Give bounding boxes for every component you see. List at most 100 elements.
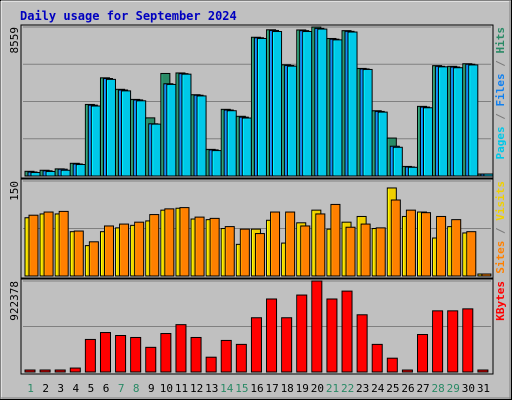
x-tick-label-21: 21 xyxy=(326,382,339,395)
x-tick-label-15: 15 xyxy=(235,382,248,395)
x-tick-label-17: 17 xyxy=(265,382,278,395)
bar-kbytes-day-5 xyxy=(84,338,96,373)
bar-kbytes-day-30 xyxy=(462,308,474,373)
axis-title-hits-files-pages: Pages / Files / Hits xyxy=(494,27,507,160)
bar-sites-day-29 xyxy=(451,219,462,277)
bar-pages-day-30 xyxy=(468,64,479,177)
x-tick-label-24: 24 xyxy=(371,382,385,395)
bar-sites-day-31 xyxy=(481,273,492,277)
axis-title-part: KBytes xyxy=(494,281,507,321)
bar-kbytes-day-28 xyxy=(432,310,444,373)
bar-sites-day-21 xyxy=(330,203,341,277)
bar-sites-day-20 xyxy=(315,213,326,277)
bar-kbytes-day-17 xyxy=(266,298,278,373)
axis-title-part: / xyxy=(494,221,507,241)
y-max-label: 8559 xyxy=(8,27,21,54)
x-tick-label-13: 13 xyxy=(205,382,218,395)
x-tick-label-18: 18 xyxy=(281,382,294,395)
bar-kbytes-day-11 xyxy=(175,324,187,373)
bar-sites-day-13 xyxy=(209,217,220,277)
bar-kbytes-day-3 xyxy=(54,369,66,373)
bar-sites-day-17 xyxy=(270,211,281,277)
x-tick-label-30: 30 xyxy=(462,382,475,395)
y-max-label: 150 xyxy=(8,181,21,201)
bar-sites-day-8 xyxy=(134,221,145,277)
bar-sites-day-2 xyxy=(43,211,54,277)
bar-sites-day-10 xyxy=(164,208,175,277)
bar-kbytes-day-29 xyxy=(447,310,459,373)
x-tick-label-19: 19 xyxy=(296,382,309,395)
axis-title-part: Sites xyxy=(494,241,507,274)
bar-kbytes-day-13 xyxy=(205,356,217,373)
bar-kbytes-day-6 xyxy=(99,332,111,373)
bar-pages-day-25 xyxy=(392,146,403,177)
bar-sites-day-22 xyxy=(345,226,356,277)
bar-kbytes-day-7 xyxy=(115,334,127,373)
bar-sites-day-19 xyxy=(300,225,311,277)
bar-sites-day-26 xyxy=(405,209,416,277)
bar-kbytes-day-12 xyxy=(190,336,202,373)
bar-sites-day-28 xyxy=(436,215,447,277)
bar-kbytes-day-4 xyxy=(69,367,81,373)
bar-kbytes-day-9 xyxy=(145,346,157,373)
bar-sites-day-24 xyxy=(375,227,386,277)
x-tick-label-6: 6 xyxy=(103,382,110,395)
bar-kbytes-day-21 xyxy=(326,298,338,373)
bar-kbytes-day-18 xyxy=(281,317,293,373)
x-tick-label-7: 7 xyxy=(118,382,125,395)
bar-kbytes-day-25 xyxy=(386,357,398,373)
panel-kbytes: 922378 KBytes xyxy=(8,278,507,375)
panel-hits-files-pages: 8559 Pages / Files / Hits xyxy=(8,24,507,179)
x-tick-label-4: 4 xyxy=(73,382,80,395)
bar-sites-day-18 xyxy=(285,211,296,277)
chart-panels: 8559 Pages / Files / Hits 150 Sites / Visit… xyxy=(8,24,507,375)
axis-title-part: Visits xyxy=(494,181,507,221)
bar-kbytes-day-24 xyxy=(371,343,383,373)
x-tick-label-25: 25 xyxy=(386,382,399,395)
x-tick-label-29: 29 xyxy=(447,382,460,395)
x-tick-label-27: 27 xyxy=(416,382,429,395)
axis-title-part: Hits xyxy=(494,27,507,54)
x-tick-labels: 1 2 3 4 5 6 7 8 9 10 11 12 13 14 15 16 17 18 19 20 21 22 23 24 2… xyxy=(27,382,490,395)
bar-sites-day-7 xyxy=(119,223,130,277)
bar-sites-day-16 xyxy=(254,233,265,277)
bar-kbytes-day-16 xyxy=(250,317,262,373)
x-tick-label-1: 1 xyxy=(27,382,34,395)
bar-sites-day-11 xyxy=(179,207,190,277)
x-tick-label-12: 12 xyxy=(190,382,203,395)
x-tick-label-2: 2 xyxy=(42,382,49,395)
axis-title-part: / xyxy=(494,54,507,74)
bar-kbytes-day-23 xyxy=(356,314,368,373)
bar-kbytes-day-15 xyxy=(235,343,247,373)
bar-sites-day-3 xyxy=(58,210,69,277)
x-tick-label-3: 3 xyxy=(57,382,64,395)
x-tick-label-31: 31 xyxy=(477,382,490,395)
x-tick-label-9: 9 xyxy=(148,382,155,395)
bar-pages-day-31 xyxy=(483,173,494,177)
x-tick-label-11: 11 xyxy=(175,382,188,395)
axis-title-part: Files xyxy=(494,73,507,106)
bar-sites-day-27 xyxy=(421,212,432,277)
bar-kbytes-day-10 xyxy=(160,333,172,373)
bar-sites-day-23 xyxy=(360,223,371,277)
bar-kbytes-day-27 xyxy=(417,334,429,373)
x-tick-label-16: 16 xyxy=(250,382,263,395)
y-max-label: 922378 xyxy=(8,281,21,321)
bar-sites-day-15 xyxy=(239,228,250,277)
x-tick-label-14: 14 xyxy=(220,382,234,395)
bar-pages-day-12 xyxy=(196,95,207,177)
bar-kbytes-day-8 xyxy=(130,336,142,373)
axis-title-part: / xyxy=(494,107,507,127)
bar-sites-day-6 xyxy=(103,225,114,277)
bar-sites-day-30 xyxy=(466,231,477,277)
panel-visits-sites: 150 Sites / Visits xyxy=(8,178,507,279)
axis-title-part: Pages xyxy=(494,126,507,159)
x-tick-label-5: 5 xyxy=(88,382,95,395)
bar-sites-day-25 xyxy=(390,199,401,277)
chart-title: Daily usage for September 2024 xyxy=(20,9,237,23)
x-tick-label-22: 22 xyxy=(341,382,354,395)
bar-sites-day-12 xyxy=(194,216,205,277)
bar-kbytes-day-19 xyxy=(296,294,308,373)
axis-title-kbytes: KBytes xyxy=(494,281,507,321)
